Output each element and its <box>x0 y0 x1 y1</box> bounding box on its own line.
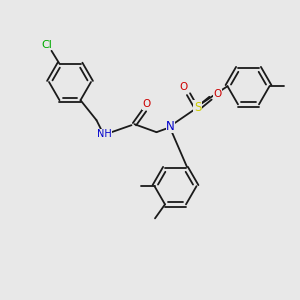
Text: NH: NH <box>97 129 112 139</box>
Text: S: S <box>194 101 201 114</box>
Text: N: N <box>166 120 175 133</box>
Text: O: O <box>142 99 151 109</box>
Text: O: O <box>213 89 222 99</box>
Text: Cl: Cl <box>41 40 52 50</box>
Text: O: O <box>179 82 188 92</box>
